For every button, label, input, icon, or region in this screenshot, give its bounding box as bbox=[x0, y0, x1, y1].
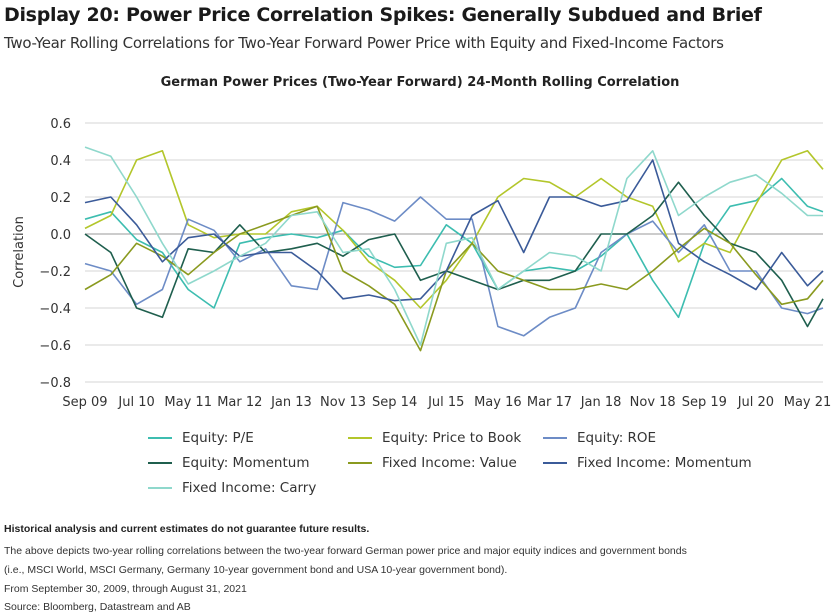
legend-swatch bbox=[348, 437, 372, 439]
legend-label: Fixed Income: Carry bbox=[182, 480, 317, 496]
footnote-line-2: (i.e., MSCI World, MSCI Germany, Germany… bbox=[4, 564, 508, 576]
legend-label: Equity: P/E bbox=[182, 430, 254, 446]
x-tick-label: Sep 19 bbox=[682, 395, 727, 410]
legend-label: Fixed Income: Value bbox=[382, 455, 517, 471]
y-tick-label: 0.4 bbox=[50, 154, 71, 169]
legend-swatch bbox=[148, 462, 172, 464]
x-tick-label: Jan 18 bbox=[580, 395, 622, 410]
series-line-fixed-income-carry bbox=[84, 146, 823, 346]
x-tick-label: Mar 12 bbox=[217, 395, 262, 410]
series-line-equity-momentum bbox=[84, 181, 824, 328]
x-tick-label: May 16 bbox=[474, 395, 522, 410]
x-tick-label: May 11 bbox=[164, 395, 212, 410]
footnote-line-1: The above depicts two-year rolling corre… bbox=[4, 545, 687, 557]
x-tick-label: Jul 15 bbox=[427, 395, 464, 410]
y-tick-label: −0.6 bbox=[39, 339, 71, 354]
legend-swatch bbox=[543, 437, 567, 439]
chart-title: German Power Prices (Two-Year Forward) 2… bbox=[160, 75, 680, 90]
legend-item: Equity: ROE bbox=[543, 430, 656, 446]
x-tick-label: May 21 bbox=[784, 395, 832, 410]
legend-item: Equity: P/E bbox=[148, 430, 254, 446]
x-tick-label: Nov 18 bbox=[630, 395, 676, 410]
legend-item: Equity: Price to Book bbox=[348, 430, 521, 446]
legend-swatch bbox=[348, 462, 372, 464]
x-tick-label: Mar 17 bbox=[527, 395, 572, 410]
date-range: From September 30, 2009, through August … bbox=[4, 583, 247, 595]
x-tick-label: Sep 14 bbox=[372, 395, 417, 410]
line-chart: 0.6 0.4 0.2 0.0 −0.2 −0.4 −0.6 −0.8 Sep 09 Jul 1… bbox=[12, 117, 831, 410]
legend-swatch bbox=[148, 437, 172, 439]
legend-item: Fixed Income: Carry bbox=[148, 480, 316, 496]
x-tick-label: Nov 13 bbox=[320, 395, 366, 410]
legend-swatch bbox=[543, 462, 567, 464]
series-line-equity-price-to-book bbox=[84, 150, 824, 309]
legend-item: Equity: Momentum bbox=[148, 455, 309, 471]
x-tick-label: Jan 13 bbox=[270, 395, 312, 410]
gridlines bbox=[85, 122, 823, 383]
y-axis-ticks: 0.6 0.4 0.2 0.0 −0.2 −0.4 −0.6 −0.8 bbox=[39, 117, 71, 391]
legend-label: Equity: Price to Book bbox=[382, 430, 522, 446]
y-tick-label: 0.2 bbox=[50, 191, 71, 206]
legend-label: Equity: ROE bbox=[577, 430, 657, 446]
x-axis-ticks: Sep 09 Jul 10 May 11 Mar 12 Jan 13 Nov 13 Sep … bbox=[62, 395, 831, 410]
x-tick-label: Sep 09 bbox=[62, 395, 107, 410]
source: Source: Bloomberg, Datastream and AB bbox=[4, 601, 191, 613]
page-title: Display 20: Power Price Correlation Spik… bbox=[4, 4, 762, 26]
x-tick-label: Jul 20 bbox=[737, 395, 774, 410]
legend-label: Equity: Momentum bbox=[182, 455, 310, 471]
series-lines bbox=[84, 146, 824, 352]
y-tick-label: 0.0 bbox=[50, 228, 71, 243]
y-axis-label: Correlation bbox=[12, 216, 27, 288]
legend-item: Fixed Income: Value bbox=[348, 455, 517, 471]
y-tick-label: −0.2 bbox=[39, 265, 71, 280]
series-line-equity-p-e bbox=[84, 177, 824, 319]
series-line-equity-roe bbox=[84, 196, 824, 337]
x-tick-label: Jul 10 bbox=[117, 395, 154, 410]
disclaimer: Historical analysis and current estimate… bbox=[4, 523, 370, 535]
series-line-fixed-income-value bbox=[84, 205, 824, 352]
legend-item: Fixed Income: Momentum bbox=[543, 455, 752, 471]
y-tick-label: −0.4 bbox=[39, 302, 71, 317]
page-subtitle: Two-Year Rolling Correlations for Two-Ye… bbox=[4, 34, 724, 52]
legend-swatch bbox=[148, 487, 172, 489]
y-tick-label: −0.8 bbox=[39, 376, 71, 391]
legend-label: Fixed Income: Momentum bbox=[577, 455, 752, 471]
y-tick-label: 0.6 bbox=[50, 117, 71, 132]
series-line-fixed-income-momentum bbox=[84, 159, 824, 302]
